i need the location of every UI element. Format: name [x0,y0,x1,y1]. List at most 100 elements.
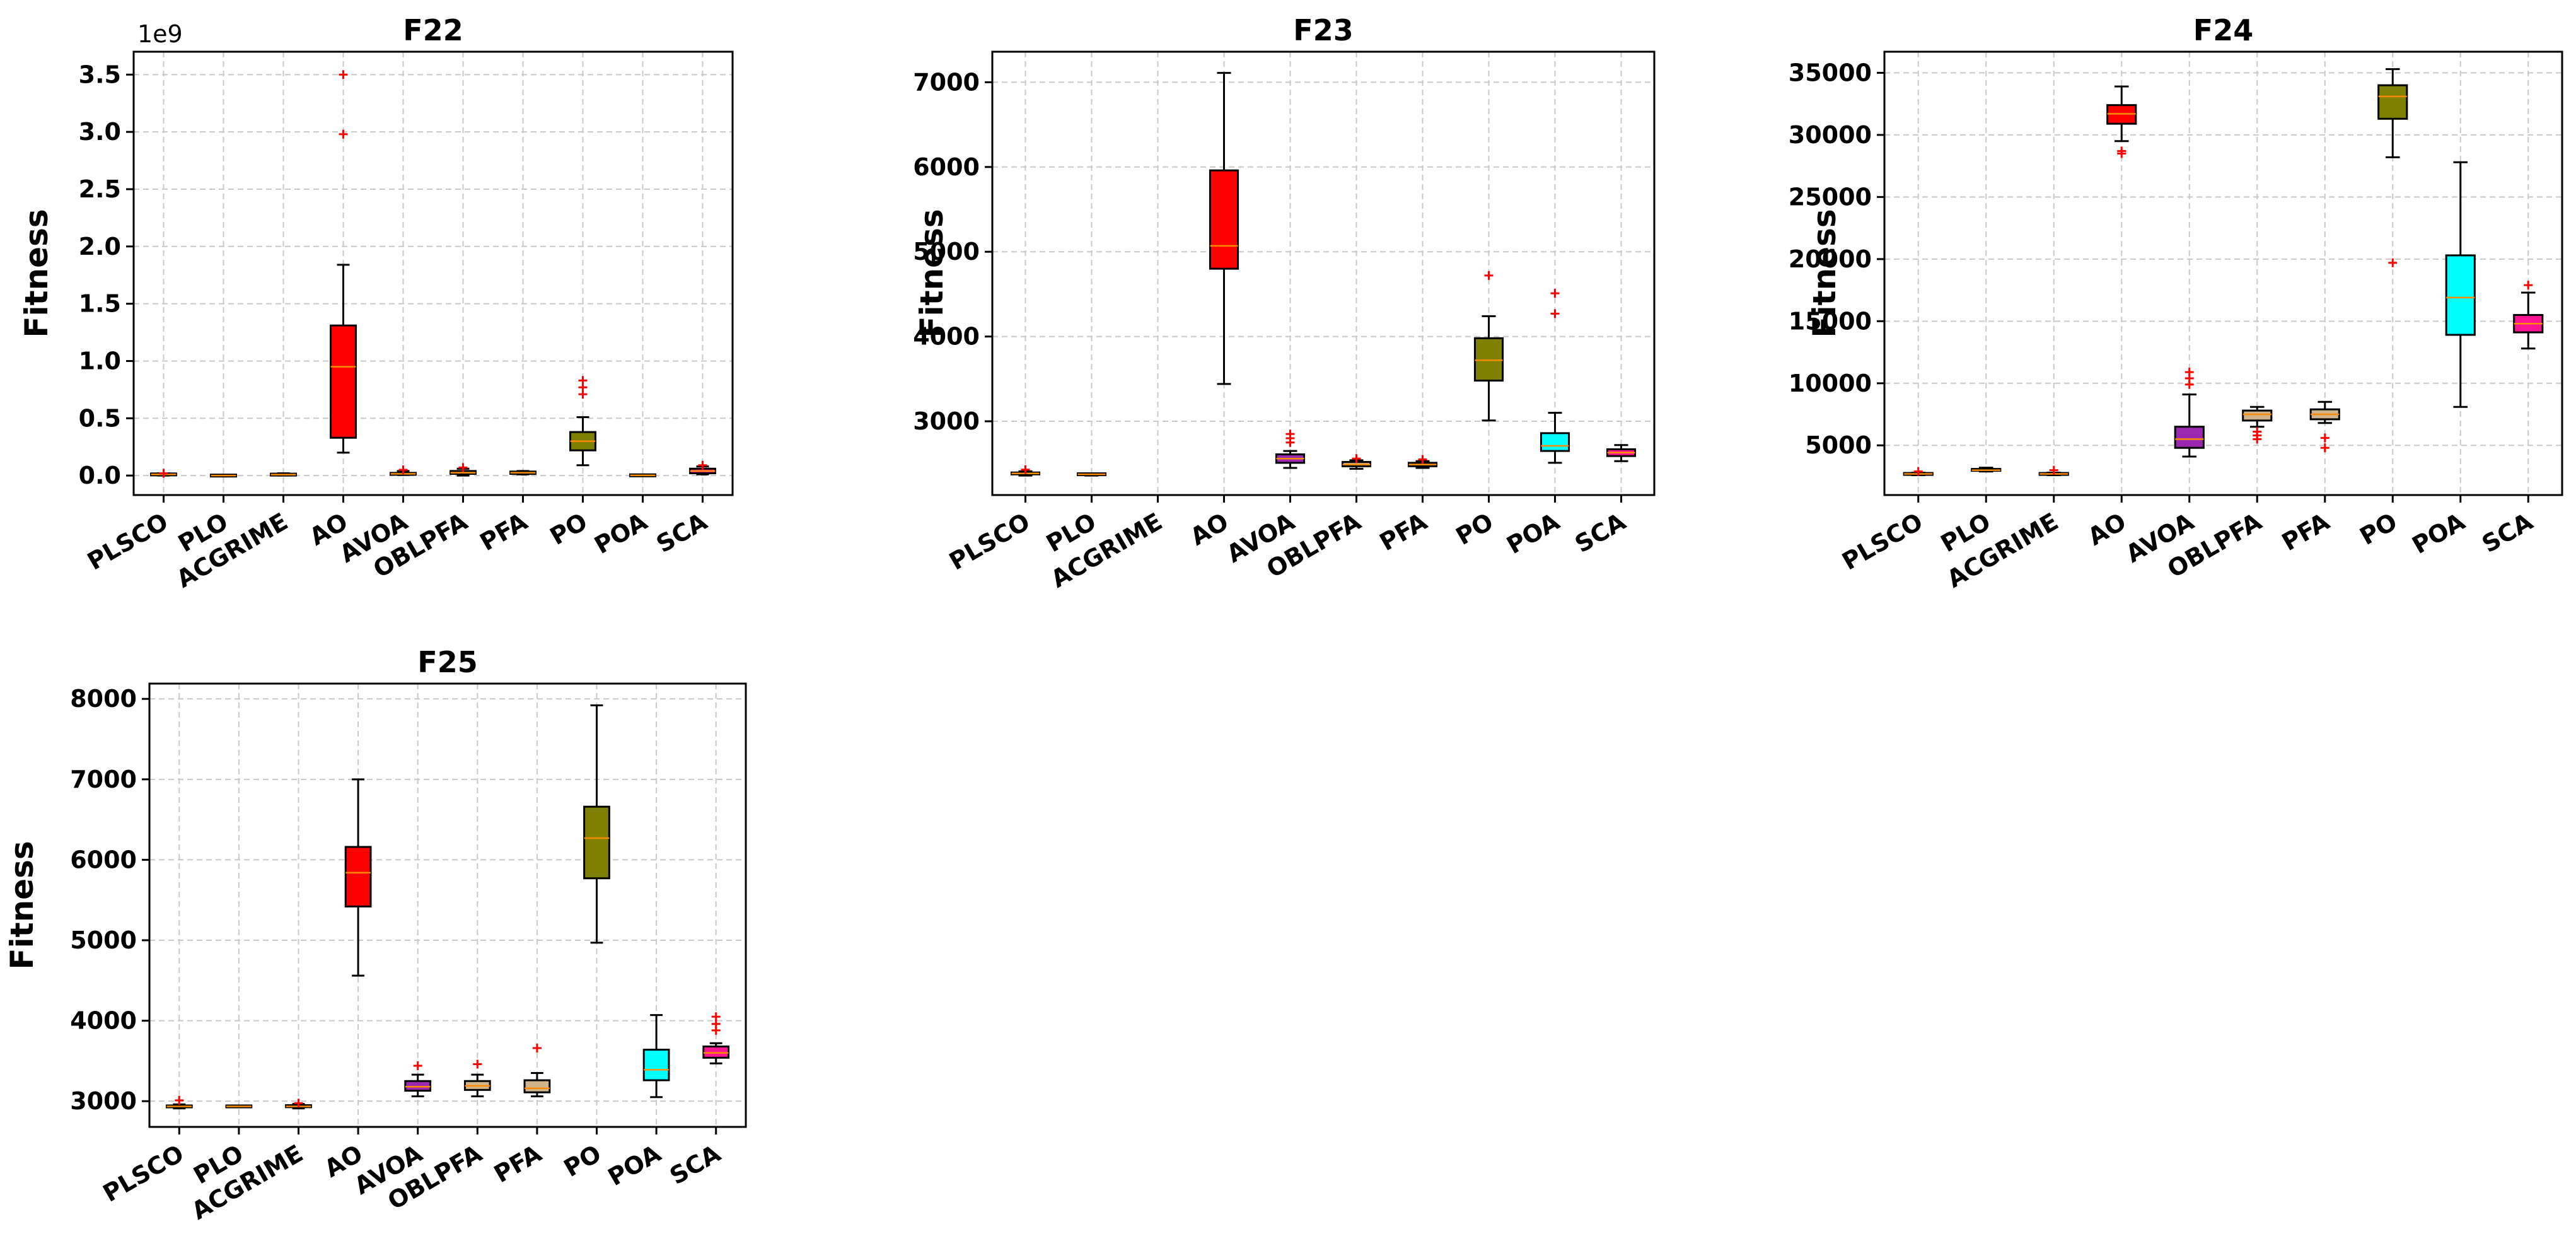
box-oblpfa [450,463,477,477]
outlier-marker [339,129,348,139]
outlier-marker [159,469,168,478]
box-oblpfa [463,1059,491,1098]
box-body [404,1080,432,1092]
box-plo [225,1104,253,1109]
box-plsco [1903,467,1934,476]
box-sca [1606,444,1637,462]
box-poa [1540,289,1570,464]
box-sca [689,460,716,475]
x-tick-label: PO [2355,508,2402,551]
y-tick-label: 35000 [1789,59,1872,86]
outlier-marker [2117,146,2126,156]
x-tick-label: PO [545,508,592,551]
outlier-marker [1021,465,1030,474]
box-poa [642,1014,670,1099]
outlier-marker [1550,309,1560,318]
y-axis-label: Fitness [914,209,950,337]
y-offset-label: 1e9 [137,20,183,48]
outlier-marker [1285,429,1295,439]
y-tick-label: 0.5 [79,404,121,432]
outlier-marker [1913,467,1923,476]
box-body [330,324,357,439]
x-tick-label: PO [559,1140,606,1182]
x-tick-label: POA [603,1139,666,1191]
x-tick-label: SCA [1570,507,1631,558]
box-ao [2106,85,2137,158]
box-pfa [2309,400,2340,453]
box-sca [2513,281,2544,350]
box-oblpfa [2242,405,2273,444]
box-body [1473,337,1504,382]
y-tick-label: 1.5 [79,290,121,318]
outlier-marker [1550,289,1560,298]
x-tick-label: POA [589,507,652,559]
plot-frame [132,50,734,496]
y-tick-label: 6000 [70,846,137,873]
box-avoa [2174,368,2205,458]
box-body [642,1049,670,1082]
x-tick-label: POA [1502,507,1564,559]
x-tick-label: PFA [475,507,533,556]
box-po [2377,68,2408,267]
box-body [583,805,610,880]
box-acgrime [2038,465,2069,476]
outlier-marker [2320,443,2329,453]
box-pfa [523,1043,551,1098]
box-poa [2445,161,2476,408]
plot-frame [991,50,1656,496]
outlier-marker [2524,281,2533,290]
box-poa [629,473,656,477]
outlier-marker [2049,465,2058,475]
x-tick-label: PLSCO [1837,508,1927,576]
y-tick-label: 0.0 [79,462,121,489]
y-axis-label: Fitness [4,841,40,969]
box-acgrime [285,1099,312,1110]
y-tick-label: 4000 [913,323,980,351]
box-ao [344,778,372,977]
y-axis-label: Fitness [1806,209,1843,337]
box-plo [1076,472,1107,477]
y-tick-label: 1.0 [79,347,121,375]
outlier-marker [339,70,348,79]
box-body [702,1045,730,1059]
box-body [344,846,372,907]
box-sca [702,1012,730,1064]
y-tick-label: 25000 [1789,183,1872,211]
y-tick-label: 7000 [913,68,980,96]
y-tick-label: 5000 [1805,431,1872,459]
y-tick-label: 3000 [913,407,980,435]
outlier-marker [698,460,707,470]
box-body [523,1079,551,1093]
outlier-marker [578,376,588,385]
x-tick-label: PFA [2277,507,2335,556]
box-body [1209,169,1239,270]
outlier-marker [175,1095,184,1105]
x-tick-label: PLSCO [944,508,1035,576]
plot-frame [1883,50,2563,496]
box-po [583,704,610,944]
y-axis-label: Fitness [18,209,55,337]
box-plo [210,474,237,478]
box-plsco [150,469,177,478]
box-plsco [165,1095,193,1110]
y-tick-label: 3.0 [79,118,121,146]
y-tick-label: 3.5 [79,61,121,88]
y-tick-label: 4000 [70,1007,137,1035]
box-body [1540,432,1570,452]
box-ao [330,70,357,454]
y-tick-label: 6000 [913,153,980,181]
x-tick-label: PLSCO [98,1140,189,1208]
x-tick-label: POA [2408,507,2470,559]
y-tick-label: 5000 [70,926,137,954]
y-tick-label: 10000 [1789,370,1872,397]
chart-title: F23 [1293,13,1353,47]
y-tick-label: 20000 [1789,245,1872,273]
box-body [2445,254,2476,336]
outlier-marker [711,1012,721,1022]
outlier-marker [2320,433,2329,443]
box-oblpfa [1341,454,1372,470]
plot-frame [148,682,747,1128]
